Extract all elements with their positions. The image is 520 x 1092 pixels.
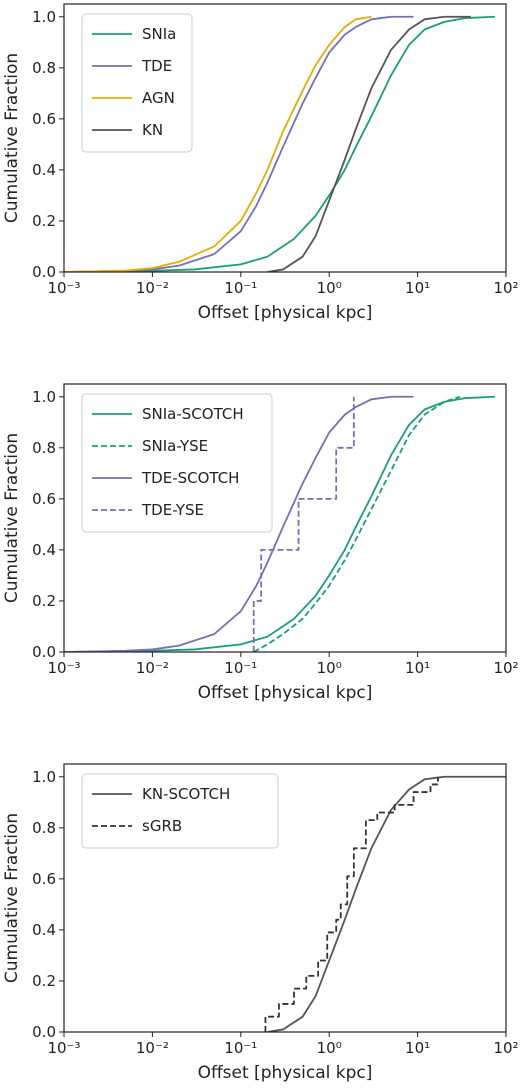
- legend-label: TDE-SCOTCH: [141, 469, 239, 487]
- y-tick-label: 0.2: [32, 592, 56, 610]
- chart-panel-top: 10⁻³ 10⁻² 10⁻¹ 10⁰ 10¹ 10² 0.0 0.2 0.4 0.6 0.8 1.0 O…: [2, 3, 519, 323]
- y-tick-label: 0.0: [32, 263, 56, 281]
- legend-box: [81, 393, 273, 533]
- x-tick-label: 10⁻³: [47, 279, 80, 297]
- series-line-sgrb: [264, 776, 439, 1032]
- x-axis-label: Offset [physical kpc]: [198, 1063, 373, 1083]
- series-line-kn-scotch: [267, 775, 506, 1032]
- axes-frame: [63, 3, 507, 273]
- series-group: [264, 775, 506, 1032]
- y-tick-label: 0.6: [32, 870, 56, 888]
- x-axis-label: Offset [physical kpc]: [198, 303, 373, 323]
- y-tick-label: 0.8: [32, 59, 56, 77]
- x-tick-label: 10¹: [405, 1039, 430, 1057]
- y-tick-label: 0.2: [32, 212, 56, 230]
- legend-label: KN-SCOTCH: [142, 785, 230, 803]
- series-group: [64, 15, 495, 272]
- y-tick-label: 0.4: [32, 921, 56, 939]
- y-tick-label: 0.8: [32, 819, 56, 837]
- series-line-snia-yse: [253, 395, 461, 652]
- y-axis-label: Cumulative Fraction: [2, 433, 22, 603]
- y-tick-label: 0.0: [32, 643, 56, 661]
- x-tick-label: 10¹: [405, 279, 430, 297]
- series-line-kn: [267, 15, 471, 272]
- x-tick-label: 10⁻³: [47, 1039, 80, 1057]
- series-line-snia-scotch: [64, 395, 495, 652]
- series-line-agn: [64, 15, 372, 272]
- legend-label: TDE: [141, 57, 172, 75]
- legend: KN-SCOTCH sGRB: [81, 773, 279, 849]
- series-line-tde: [64, 15, 414, 272]
- legend-label: sGRB: [142, 817, 182, 835]
- series-line-snia: [64, 15, 495, 272]
- legend-label: SNIa-YSE: [142, 437, 208, 455]
- legend: SNIa TDE AGN KN: [81, 13, 193, 153]
- y-tick-label: 1.0: [32, 8, 56, 26]
- chart-panel-bottom: 10⁻³ 10⁻² 10⁻¹ 10⁰ 10¹ 10² 0.0 0.2 0.4 0.6 0.8 1.0 O…: [2, 763, 519, 1083]
- y-tick-label: 1.0: [32, 768, 56, 786]
- y-tick-label: 1.0: [32, 388, 56, 406]
- x-tick-label: 10⁰: [317, 1039, 342, 1057]
- y-tick-label: 0.4: [32, 161, 56, 179]
- x-axis-label: Offset [physical kpc]: [198, 683, 373, 703]
- y-tick-label: 0.6: [32, 110, 56, 128]
- legend-label: TDE-YSE: [141, 501, 204, 519]
- axes-frame: [63, 383, 507, 653]
- x-tick-label: 10²: [493, 279, 518, 297]
- y-tick-label: 0.8: [32, 439, 56, 457]
- x-tick-label: 10⁻²: [136, 279, 169, 297]
- legend-label: KN: [142, 121, 163, 139]
- y-tick-label: 0.0: [32, 1023, 56, 1041]
- x-tick-label: 10¹: [405, 659, 430, 677]
- chart-panel-middle: 10⁻³ 10⁻² 10⁻¹ 10⁰ 10¹ 10² 0.0 0.2 0.4 0.6 0.8 1.0 O…: [2, 383, 519, 703]
- y-axis-label: Cumulative Fraction: [2, 813, 22, 983]
- axes-frame: [63, 763, 507, 1033]
- x-tick-label: 10⁻¹: [224, 1039, 257, 1057]
- legend-label: SNIa-SCOTCH: [142, 405, 244, 423]
- x-tick-label: 10⁻²: [136, 1039, 169, 1057]
- series-line-tde-yse: [252, 396, 355, 652]
- legend: SNIa-SCOTCH SNIa-YSE TDE-SCOTCH TDE-YSE: [81, 393, 273, 533]
- series-group: [64, 395, 495, 652]
- x-tick-label: 10⁻³: [47, 659, 80, 677]
- legend-box: [81, 13, 193, 153]
- x-tick-label: 10²: [493, 659, 518, 677]
- x-tick-label: 10⁻²: [136, 659, 169, 677]
- y-tick-label: 0.2: [32, 972, 56, 990]
- x-tick-label: 10⁻¹: [224, 659, 257, 677]
- legend-box: [81, 773, 279, 849]
- y-tick-label: 0.6: [32, 490, 56, 508]
- y-axis-label: Cumulative Fraction: [2, 53, 22, 223]
- legend-label: AGN: [142, 89, 175, 107]
- x-tick-label: 10⁰: [317, 659, 342, 677]
- x-tick-label: 10²: [493, 1039, 518, 1057]
- series-line-tde-scotch: [64, 395, 414, 652]
- x-tick-label: 10⁰: [317, 279, 342, 297]
- x-tick-label: 10⁻¹: [224, 279, 257, 297]
- legend-label: SNIa: [142, 25, 176, 43]
- y-tick-label: 0.4: [32, 541, 56, 559]
